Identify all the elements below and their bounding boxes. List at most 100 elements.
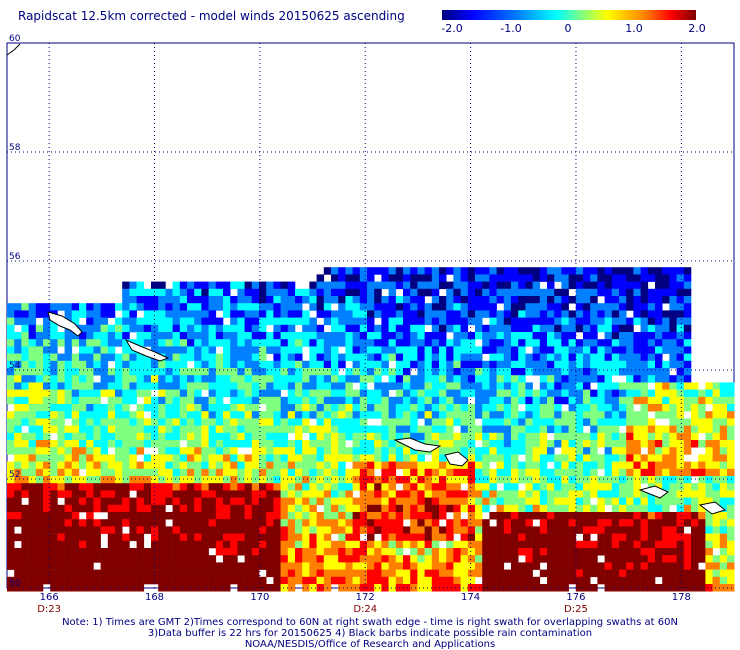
wind-cell [251,461,260,470]
wind-cell [691,562,699,570]
wind-cell [403,526,411,534]
wind-cell [179,368,188,376]
wind-cell [259,519,267,527]
wind-cell [388,504,397,513]
wind-cell [439,375,447,383]
wind-cell [374,310,382,318]
wind-cell [215,468,224,477]
wind-cell [230,576,238,585]
wind-cell [439,418,447,426]
wind-cell [604,432,613,441]
wind-cell [100,375,109,383]
wind-cell [86,310,94,318]
wind-cell [611,562,620,570]
wind-cell [244,540,253,549]
wind-cell [388,418,397,426]
wind-cell [71,533,80,542]
wind-cell [237,281,245,290]
wind-cell [14,339,22,347]
wind-cell [482,540,490,549]
wind-cell [14,548,22,556]
wind-cell [136,368,145,376]
wind-cell [316,346,325,354]
wind-cell [273,497,281,506]
wind-cell [151,281,159,290]
wind-cell [446,497,454,506]
wind-cell [482,274,490,282]
wind-cell [640,267,649,275]
wind-cell [561,576,569,585]
wind-cell [86,476,94,484]
wind-cell [482,504,490,513]
wind-cell [287,296,296,304]
wind-cell [619,490,627,498]
wind-cell [57,483,65,491]
wind-cell [532,296,541,304]
wind-cell [503,339,512,347]
wind-cell [604,360,613,369]
wind-cell [352,584,361,592]
wind-cell [287,404,296,412]
wind-cell [129,303,137,311]
wind-cell [381,324,389,333]
wind-cell [511,533,519,542]
wind-cell [467,382,476,390]
wind-cell [273,432,281,441]
wind-cell [410,562,418,570]
wind-cell [403,447,411,455]
wind-cell [395,569,404,578]
wind-cell [71,461,80,470]
wind-cell [50,375,58,383]
wind-cell [14,368,22,376]
wind-cell [215,476,224,484]
wind-cell [28,332,37,340]
wind-cell [719,540,728,549]
wind-cell [547,332,555,340]
wind-cell [590,519,598,527]
wind-cell [208,576,217,585]
wind-cell [71,504,80,513]
wind-cell [273,504,281,513]
wind-cell [115,555,123,563]
wind-cell [439,497,447,506]
wind-cell [7,360,15,369]
wind-cell [547,267,555,275]
wind-cell [583,375,591,383]
wind-cell [676,497,685,506]
wind-cell [215,382,224,390]
wind-cell [43,440,51,448]
wind-cell [539,490,548,498]
wind-cell [467,512,476,520]
wind-cell [136,375,145,383]
wind-cell [338,389,346,398]
wind-cell [590,526,598,534]
wind-cell [86,555,94,563]
wind-cell [633,548,641,556]
wind-cell [575,504,584,513]
wind-cell [547,396,555,405]
wind-cell [136,476,145,484]
wind-cell [323,454,332,462]
wind-cell [237,569,245,578]
wind-cell [35,497,44,506]
wind-cell [647,303,656,311]
wind-cell [28,339,37,347]
coastline-island [638,485,669,499]
wind-cell [143,360,152,369]
wind-cell [683,418,692,426]
wind-cell [712,569,721,578]
wind-cell [79,533,87,542]
wind-cell [597,288,605,297]
wind-cell [323,353,332,362]
wind-cell [482,555,490,563]
wind-cell [323,281,332,290]
wind-cell [309,447,317,455]
wind-cell [518,533,526,542]
wind-cell [662,281,670,290]
wind-cell [179,382,188,390]
wind-cell [35,454,44,462]
wind-cell [482,310,490,318]
wind-cell [338,483,346,491]
wind-cell [64,512,73,520]
wind-cell [287,324,296,333]
